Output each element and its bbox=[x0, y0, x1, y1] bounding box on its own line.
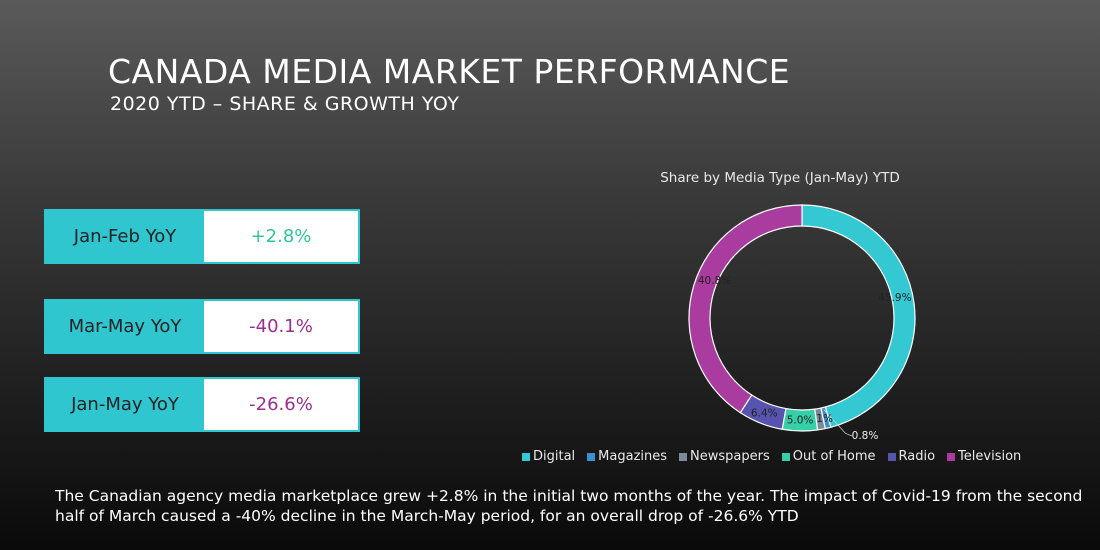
legend-item-digital: Digital bbox=[522, 449, 575, 464]
chart-legend: Digital Magazines Newspapers Out of Home Rad… bbox=[522, 449, 1021, 464]
kpi-value: +2.8% bbox=[204, 211, 358, 262]
kpi-mar-may: Mar-May YoY -40.1% bbox=[44, 299, 360, 354]
summary-text: The Canadian agency media marketplace gr… bbox=[55, 487, 1083, 525]
legend-swatch bbox=[781, 452, 790, 461]
legend-swatch bbox=[587, 452, 596, 461]
data-label-radio: 6.4% bbox=[751, 407, 778, 419]
legend-item-magazines: Magazines bbox=[587, 449, 667, 464]
data-label-digital: 45.9% bbox=[878, 292, 911, 304]
kpi-value: -26.6% bbox=[204, 379, 358, 430]
kpi-label: Jan-Feb YoY bbox=[46, 211, 204, 262]
page-title: CANADA MEDIA MARKET PERFORMANCE bbox=[108, 52, 791, 91]
legend-label: Out of Home bbox=[792, 449, 876, 464]
kpi-label: Jan-May YoY bbox=[46, 379, 204, 430]
leader-line-magazines bbox=[823, 409, 853, 437]
data-label-television: 40.8% bbox=[698, 275, 731, 287]
legend-item-radio: Radio bbox=[887, 449, 936, 464]
kpi-jan-may: Jan-May YoY -26.6% bbox=[44, 377, 360, 432]
kpi-jan-feb: Jan-Feb YoY +2.8% bbox=[44, 209, 360, 264]
chart-title: Share by Media Type (Jan-May) YTD bbox=[660, 170, 900, 186]
legend-label: Magazines bbox=[598, 449, 668, 464]
page-subtitle: 2020 YTD – SHARE & GROWTH YOY bbox=[110, 93, 460, 115]
legend-swatch bbox=[679, 452, 688, 461]
legend-item-newspapers: Newspapers bbox=[679, 449, 770, 464]
legend-item-out-of-home: Out of Home bbox=[781, 449, 876, 464]
kpi-label: Mar-May YoY bbox=[46, 301, 204, 352]
slice-television bbox=[688, 204, 803, 414]
data-label-out-of-home: 5.0% bbox=[787, 414, 814, 426]
kpi-value: -40.1% bbox=[204, 301, 358, 352]
legend-item-television: Television bbox=[947, 449, 1021, 464]
legend-swatch bbox=[522, 452, 530, 461]
legend-label: Digital bbox=[533, 449, 576, 464]
slice-digital bbox=[801, 204, 916, 429]
legend-swatch bbox=[887, 452, 896, 461]
legend-label: Radio bbox=[898, 449, 936, 464]
legend-swatch bbox=[947, 452, 956, 461]
legend-label: Newspapers bbox=[690, 449, 770, 464]
data-label-magazines: 0.8% bbox=[852, 430, 879, 442]
legend-label: Television bbox=[958, 449, 1022, 464]
